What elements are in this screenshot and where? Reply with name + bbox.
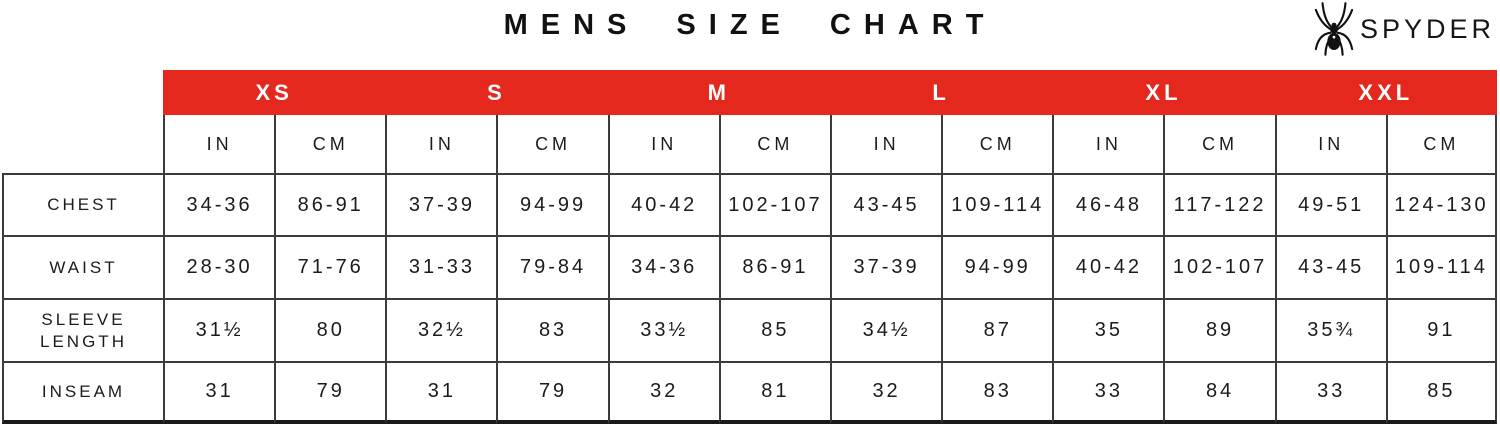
table-cell: 86-91	[274, 173, 386, 237]
table-cell: 28-30	[163, 237, 275, 300]
table-cell: 86-91	[718, 237, 830, 300]
unit-header: IN	[607, 115, 719, 173]
table-cell: 84	[1163, 363, 1275, 424]
size-header-xs: XS	[163, 70, 386, 115]
table-cell: 85	[1385, 363, 1497, 424]
table-cell: 46-48	[1052, 173, 1164, 237]
row-label-sleeve-length: SLEEVE LENGTH	[2, 300, 163, 363]
unit-header: IN	[829, 115, 941, 173]
unit-header: CM	[718, 115, 830, 173]
unit-spacer	[2, 115, 163, 173]
table-cell: 33	[1274, 363, 1386, 424]
table-cell: 79-84	[496, 237, 608, 300]
page-title: MENS SIZE CHART	[503, 9, 997, 41]
table-cell: 34½	[829, 300, 942, 363]
table-cell: 83	[496, 300, 608, 363]
table-cell: 40-42	[1052, 237, 1164, 300]
table-cell: 31	[385, 363, 497, 424]
brand-wordmark: SPYDER	[1359, 13, 1495, 44]
table-cell: 71-76	[274, 237, 386, 300]
table-cell: 124-130	[1385, 173, 1497, 237]
table-cell: 81	[718, 363, 830, 424]
header-spacer	[2, 70, 163, 115]
table-cell: 79	[274, 363, 386, 424]
unit-header: CM	[496, 115, 607, 173]
unit-header: IN	[163, 115, 274, 173]
unit-header: CM	[941, 115, 1052, 173]
table-cell: 31	[163, 363, 275, 424]
row-label-chest: CHEST	[2, 173, 163, 237]
table-cell: 109-114	[1385, 237, 1497, 300]
unit-header: IN	[1052, 115, 1163, 173]
size-chart-table: XS S M L XL XXL IN CM IN CM IN CM IN CM …	[2, 70, 1497, 424]
table-cell: 31-33	[385, 237, 497, 300]
table-cell: 32½	[385, 300, 497, 363]
size-header-l: L	[829, 70, 1053, 115]
table-cell: 37-39	[385, 173, 497, 237]
table-cell: 34-36	[607, 237, 719, 300]
table-cell: 94-99	[496, 173, 608, 237]
unit-header: CM	[1163, 115, 1274, 173]
size-header-xxl: XXL	[1274, 70, 1497, 115]
table-cell: 35	[1052, 300, 1164, 363]
size-header-xl: XL	[1052, 70, 1275, 115]
unit-header: CM	[1385, 115, 1497, 173]
size-header-s: S	[385, 70, 608, 115]
table-cell: 43-45	[829, 173, 942, 237]
row-label-waist: WAIST	[2, 237, 163, 300]
table-cell: 37-39	[829, 237, 942, 300]
table-cell: 89	[1163, 300, 1275, 363]
table-cell: 32	[829, 363, 942, 424]
table-cell: 91	[1385, 300, 1497, 363]
table-cell: 87	[941, 300, 1053, 363]
table-cell: 43-45	[1274, 237, 1386, 300]
unit-header: IN	[1274, 115, 1386, 173]
unit-header: IN	[385, 115, 496, 173]
table-cell: 33½	[607, 300, 719, 363]
table-cell: 49-51	[1274, 173, 1386, 237]
table-cell: 117-122	[1163, 173, 1275, 237]
table-cell: 31½	[163, 300, 275, 363]
table-cell: 40-42	[607, 173, 719, 237]
table-cell: 80	[274, 300, 386, 363]
table-cell: 102-107	[718, 173, 830, 237]
table-cell: 33	[1052, 363, 1164, 424]
table-cell: 83	[941, 363, 1053, 424]
unit-header: CM	[274, 115, 385, 173]
row-label-inseam: INSEAM	[2, 363, 163, 424]
table-cell: 32	[607, 363, 719, 424]
table-cell: 85	[718, 300, 830, 363]
spider-icon	[1313, 1, 1355, 57]
brand-logo: SPYDER	[1313, 1, 1495, 57]
table-cell: 35¾	[1274, 300, 1386, 363]
table-cell: 109-114	[941, 173, 1053, 237]
table-cell: 34-36	[163, 173, 275, 237]
table-cell: 94-99	[941, 237, 1053, 300]
table-cell: 102-107	[1163, 237, 1275, 300]
table-cell: 79	[496, 363, 608, 424]
size-header-m: M	[607, 70, 830, 115]
